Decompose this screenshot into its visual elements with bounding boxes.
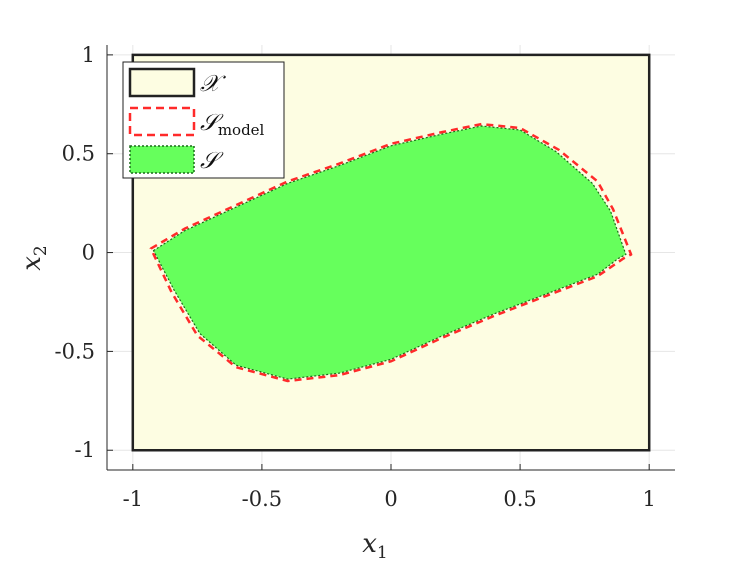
- x-tick-label: -1: [123, 487, 143, 511]
- x-tick-label: 0.5: [503, 487, 536, 511]
- model-set-outline: [149, 122, 633, 383]
- y-axis-label: x2: [17, 245, 51, 271]
- x-tick-label: 0: [384, 487, 397, 511]
- x-tick-label: -0.5: [242, 487, 283, 511]
- tick-labels: -1 -0.5 0 0.5 1 -1 -0.5 0 0.5 1: [55, 43, 656, 511]
- legend: 𝒳 𝒮model 𝒮: [122, 61, 285, 179]
- x-axis-label: x1: [362, 529, 388, 561]
- legend-swatch-safe-set: [129, 145, 195, 174]
- y-tick-label: 0: [82, 241, 95, 265]
- safe-set-region: [152, 125, 627, 380]
- legend-swatch-feasible-set: [128, 67, 196, 98]
- y-tick-label: 0.5: [62, 142, 95, 166]
- x-tick-label: 1: [642, 487, 655, 511]
- axes: [106, 45, 675, 471]
- legend-swatch-model-set: [128, 106, 196, 137]
- y-tick-label: -1: [75, 438, 95, 462]
- y-tick-label: 1: [82, 43, 95, 67]
- y-tick-label: -0.5: [55, 339, 96, 363]
